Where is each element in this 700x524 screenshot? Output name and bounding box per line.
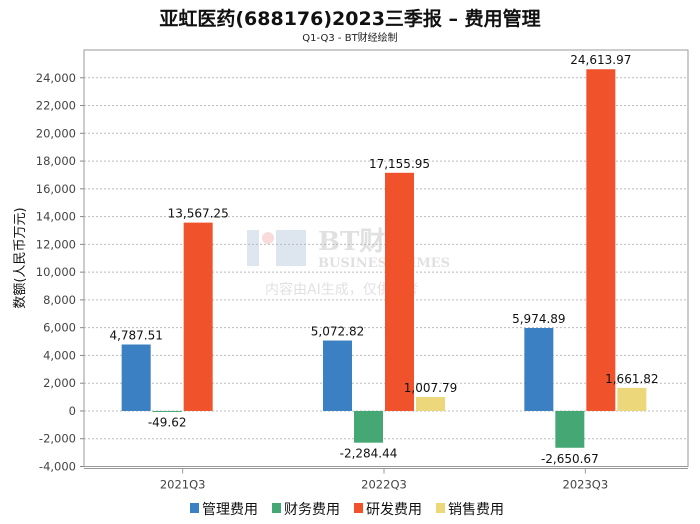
y-tick-label: 22,000 xyxy=(36,99,76,113)
watermark-note: 内容由AI生成，仅供参考 xyxy=(265,281,419,298)
data-label: 1,661.82 xyxy=(605,372,658,386)
data-label: -49.62 xyxy=(148,416,187,430)
bar-2021Q3-研发费用 xyxy=(183,222,213,411)
bar-2022Q3-财务费用 xyxy=(354,410,383,443)
y-tick-label: 10,000 xyxy=(36,265,76,279)
watermark-english: BUSINESS TIMES xyxy=(318,256,450,271)
bar-2023Q3-财务费用 xyxy=(555,410,585,448)
y-tick-label: 2,000 xyxy=(43,376,76,390)
legend-item[interactable]: 研发费用 xyxy=(366,502,422,518)
y-axis-label: 数额(人民币万元) xyxy=(13,207,28,308)
y-tick-label: 4,000 xyxy=(43,348,76,362)
legend-item[interactable]: 销售费用 xyxy=(448,502,504,518)
watermark-logo-bar xyxy=(247,230,259,266)
watermark-logo-block xyxy=(276,230,306,266)
data-label: 13,567.25 xyxy=(168,207,229,221)
y-tick-label: -2,000 xyxy=(39,432,76,446)
chart-subtitle: Q1-Q3 - BT财经绘制 xyxy=(302,33,398,44)
bar-2022Q3-销售费用 xyxy=(416,396,445,411)
y-tick-label: 20,000 xyxy=(36,126,76,140)
y-tick-label: 18,000 xyxy=(36,154,76,168)
y-tick-label: 6,000 xyxy=(43,321,76,335)
bar-2023Q3-研发费用 xyxy=(586,69,616,411)
legend-swatch xyxy=(436,503,445,513)
y-tick-label: 0 xyxy=(69,404,76,418)
bar-2021Q3-财务费用 xyxy=(152,410,182,412)
y-tick-label: 8,000 xyxy=(43,293,76,307)
chart-title: 亚虹医药(688176)2023三季报 – 费用管理 xyxy=(159,8,541,30)
x-tick-label: 2022Q3 xyxy=(361,478,407,492)
legend-item[interactable]: 财务费用 xyxy=(284,502,340,518)
legend-swatch xyxy=(190,503,199,513)
y-tick-label: 12,000 xyxy=(36,237,76,251)
data-label: -2,650.67 xyxy=(541,452,599,466)
y-tick-label: 16,000 xyxy=(36,182,76,196)
legend-swatch xyxy=(354,503,363,513)
bar-2023Q3-管理费用 xyxy=(524,328,554,411)
data-label: 4,787.51 xyxy=(109,329,162,343)
plot-frame xyxy=(83,49,689,467)
bar-2021Q3-管理费用 xyxy=(121,344,151,411)
data-label: 1,007.79 xyxy=(404,381,457,395)
watermark: BT财经 BUSINESS TIMES 内容由AI生成，仅供参考 xyxy=(247,226,450,298)
data-label: 5,974.89 xyxy=(512,312,565,326)
bar-2022Q3-研发费用 xyxy=(385,172,414,411)
y-tick-label: 24,000 xyxy=(36,71,76,85)
watermark-logo-dot xyxy=(262,232,274,244)
legend-swatch xyxy=(272,503,281,513)
data-label: 24,613.97 xyxy=(570,53,631,67)
data-label: -2,284.44 xyxy=(340,447,398,461)
bar-2023Q3-销售费用 xyxy=(617,387,647,411)
bar-2022Q3-管理费用 xyxy=(323,340,352,411)
data-label: 5,072.82 xyxy=(311,325,364,339)
data-label: 17,155.95 xyxy=(369,157,430,171)
x-tick-label: 2021Q3 xyxy=(160,478,206,492)
legend-item[interactable]: 管理费用 xyxy=(202,502,258,518)
y-tick-label: -4,000 xyxy=(39,460,76,474)
y-tick-label: 14,000 xyxy=(36,210,76,224)
x-tick-label: 2023Q3 xyxy=(563,478,609,492)
